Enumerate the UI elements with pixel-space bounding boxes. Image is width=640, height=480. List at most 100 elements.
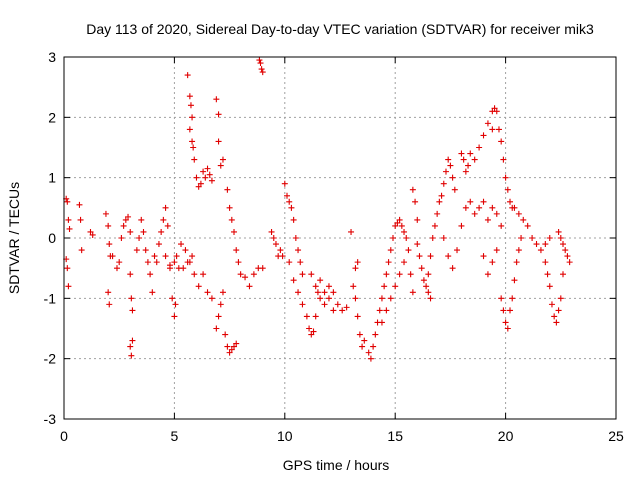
data-point — [502, 174, 509, 181]
data-point — [127, 228, 134, 235]
data-point — [542, 259, 549, 266]
data-point — [403, 235, 410, 241]
data-point — [231, 343, 238, 350]
data-point — [436, 198, 443, 205]
data-point — [418, 265, 425, 272]
data-point — [303, 313, 310, 320]
data-point — [560, 241, 567, 248]
data-point — [186, 93, 193, 100]
data-point — [378, 295, 385, 302]
data-point — [299, 301, 306, 308]
data-point — [462, 168, 469, 175]
data-point — [409, 289, 416, 296]
data-point — [348, 228, 355, 235]
data-point — [215, 313, 222, 320]
data-point — [498, 295, 505, 302]
data-point — [513, 259, 520, 266]
data-point — [224, 186, 231, 193]
data-point — [372, 331, 379, 338]
data-point — [533, 241, 540, 248]
data-point — [78, 247, 85, 254]
x-tick-label: 20 — [498, 428, 514, 444]
data-point — [493, 247, 500, 254]
data-point — [219, 289, 226, 296]
data-point — [226, 204, 233, 211]
data-point — [509, 295, 516, 302]
x-tick-label: 15 — [387, 428, 403, 444]
data-point — [495, 126, 502, 133]
data-point — [367, 355, 374, 362]
data-point — [204, 165, 211, 172]
data-point — [330, 289, 337, 296]
data-point — [438, 192, 445, 199]
data-point — [414, 216, 421, 223]
data-point — [87, 228, 94, 235]
data-point — [557, 295, 564, 302]
data-point — [325, 283, 332, 290]
data-point — [518, 235, 525, 241]
data-point — [500, 307, 507, 314]
data-point — [149, 289, 156, 296]
data-point — [268, 228, 275, 235]
data-point — [524, 222, 531, 229]
data-point — [186, 126, 193, 133]
data-point — [352, 265, 359, 272]
data-point — [451, 186, 458, 193]
data-point — [204, 289, 211, 296]
data-point — [491, 105, 498, 112]
data-point — [398, 222, 405, 229]
data-point — [113, 265, 120, 272]
data-point — [284, 192, 291, 199]
data-point — [189, 114, 196, 121]
data-point — [471, 156, 478, 163]
data-point — [228, 216, 235, 223]
data-point — [440, 180, 447, 187]
data-point — [138, 216, 145, 223]
data-point — [200, 271, 207, 278]
data-point — [416, 253, 423, 260]
data-point — [206, 171, 213, 178]
data-point — [187, 102, 194, 109]
data-point — [242, 274, 249, 281]
x-tick-label: 5 — [171, 428, 179, 444]
data-point — [217, 301, 224, 308]
data-point — [142, 247, 149, 254]
data-point — [153, 259, 160, 266]
data-point — [445, 253, 452, 260]
data-point — [312, 313, 319, 320]
data-point — [493, 108, 500, 115]
data-point — [290, 216, 297, 223]
data-point — [420, 277, 427, 284]
data-point — [120, 222, 127, 229]
data-point — [89, 231, 96, 238]
data-point — [102, 210, 109, 217]
data-point — [462, 204, 469, 211]
data-point — [317, 277, 324, 284]
data-point — [553, 319, 560, 326]
data-point — [118, 235, 125, 241]
data-point — [544, 271, 551, 278]
y-tick-label: -3 — [44, 411, 57, 427]
data-point — [64, 265, 71, 272]
data-point — [381, 283, 388, 290]
data-point — [191, 271, 198, 278]
axis-ticks — [63, 56, 617, 420]
data-point — [387, 295, 394, 302]
grid-lines — [64, 57, 616, 419]
data-point — [277, 247, 284, 254]
data-point — [279, 253, 286, 260]
data-point — [376, 307, 383, 314]
data-point — [489, 126, 496, 133]
data-point — [189, 253, 196, 260]
data-point — [520, 216, 527, 223]
data-point — [286, 198, 293, 205]
data-point — [542, 241, 549, 248]
data-point — [219, 156, 226, 163]
data-point — [480, 198, 487, 205]
data-point — [197, 180, 204, 187]
data-point — [171, 259, 178, 266]
data-point — [356, 331, 363, 338]
data-point — [129, 337, 136, 344]
data-point — [224, 343, 231, 350]
